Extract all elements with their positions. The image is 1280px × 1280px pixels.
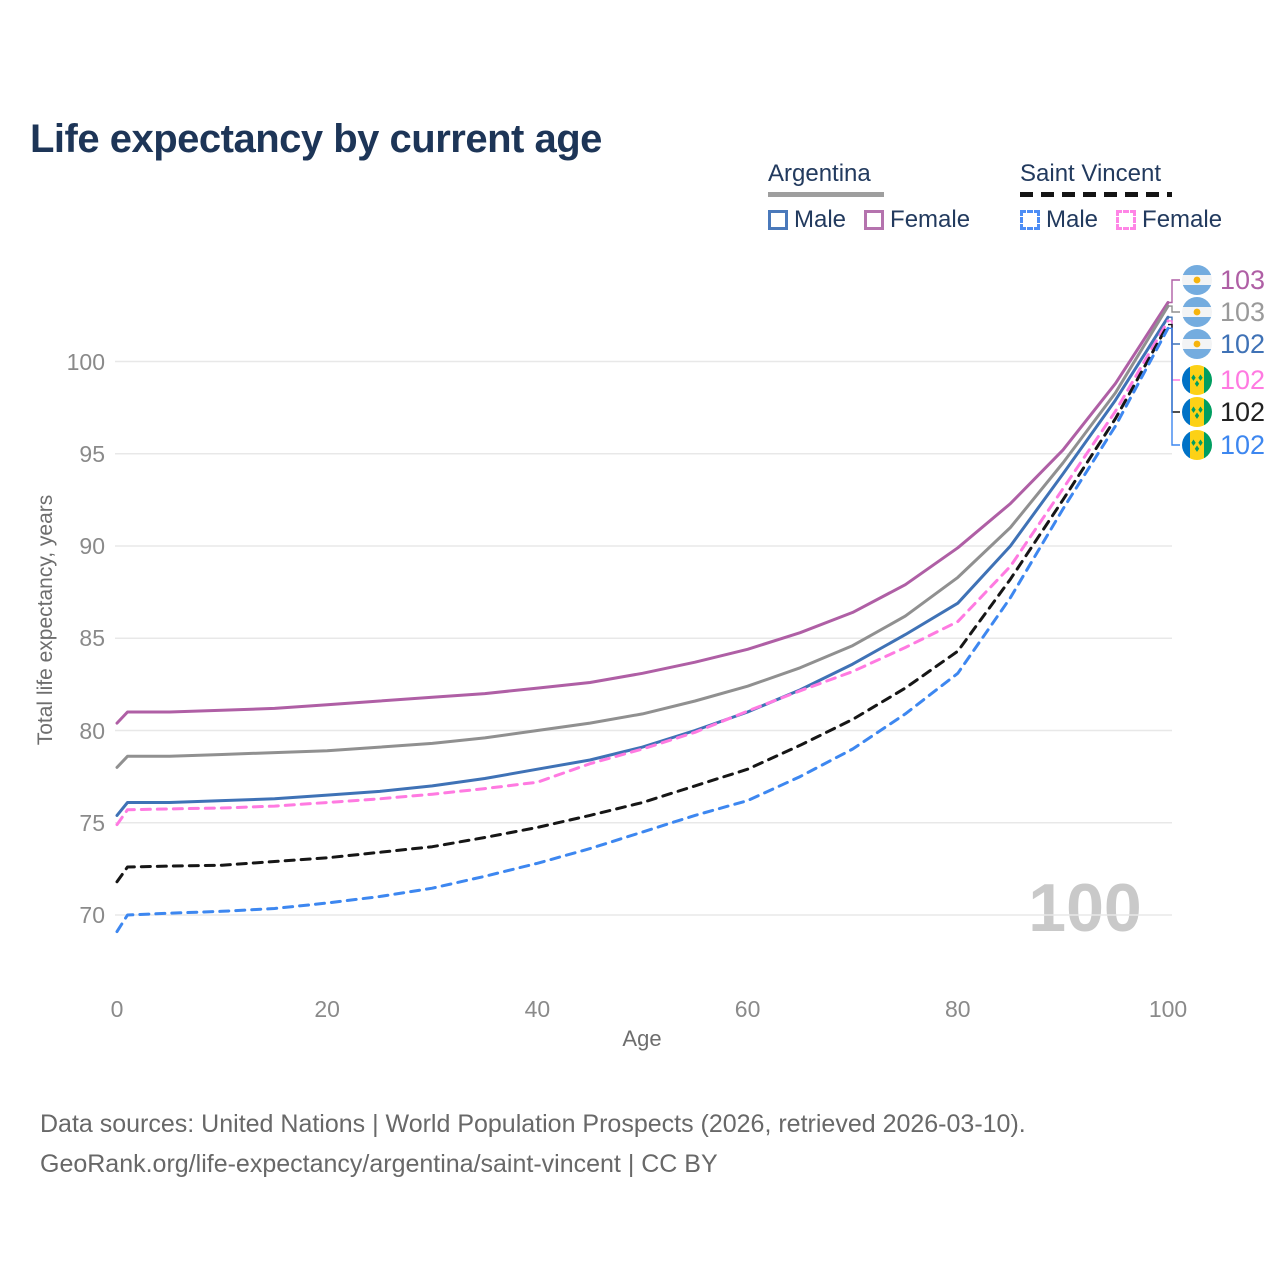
footer-data-sources: Data sources: United Nations | World Pop… [40, 1110, 1026, 1138]
y-tick-label: 75 [79, 809, 105, 836]
legend-item-argentina-male[interactable]: Male [768, 206, 846, 234]
series-end-label-saint-vincent-male: 102 [1182, 429, 1265, 461]
leader-line-saint-vincent-both [1168, 323, 1180, 413]
y-tick-label: 95 [79, 440, 105, 467]
x-axis-title: Age [622, 1026, 662, 1051]
x-tick-label: 80 [945, 996, 971, 1022]
x-tick-label: 100 [1148, 996, 1188, 1022]
y-tick-label: 85 [79, 625, 105, 652]
legend-item-saint-vincent-male[interactable]: Male [1020, 206, 1098, 234]
dashed-square-swatch-icon [1116, 210, 1137, 230]
argentina-flag-icon [1182, 265, 1212, 295]
y-tick-label: 90 [79, 533, 105, 559]
legend-group-title: Saint Vincent [1020, 160, 1161, 187]
end-value: 102 [1220, 396, 1266, 427]
saint-vincent-flag-icon [1182, 430, 1212, 460]
x-tick-label: 20 [314, 996, 340, 1022]
x-tick-label: 0 [110, 996, 124, 1022]
series-end-label-argentina-female: 103 [1182, 264, 1265, 296]
series-line-saint-vincent-female[interactable] [115, 319, 1170, 827]
legend-item-label: Male [1046, 206, 1099, 233]
leader-line-saint-vincent-male [1168, 327, 1180, 446]
legend-group-argentina: Argentina Male Female [768, 160, 970, 234]
leader-line-argentina-male [1168, 316, 1180, 345]
legend-group-title: Argentina [768, 160, 871, 187]
saint-vincent-flag-icon [1182, 397, 1212, 427]
end-value: 102 [1220, 429, 1266, 460]
end-value: 103 [1220, 264, 1266, 295]
watermark-age-100: 100 [1028, 870, 1142, 946]
series-end-label-argentina-male: 102 [1182, 328, 1265, 360]
y-tick-label: 100 [66, 348, 105, 375]
saint-vincent-flag-icon [1182, 365, 1212, 395]
legend-solid-line-sample [768, 192, 884, 197]
x-tick-label: 40 [524, 996, 551, 1022]
series-end-label-argentina-both: 103 [1182, 296, 1265, 328]
series-line-argentina-both[interactable] [115, 304, 1170, 769]
argentina-flag-icon [1182, 297, 1212, 327]
leader-line-saint-vincent-female [1168, 320, 1180, 381]
footer-attribution: GeoRank.org/life-expectancy/argentina/sa… [40, 1150, 718, 1178]
leader-line-argentina-both [1168, 305, 1180, 313]
leader-line-argentina-female [1168, 279, 1180, 304]
argentina-flag-icon [1182, 329, 1212, 359]
series-line-argentina-male[interactable] [115, 315, 1170, 817]
end-value: 102 [1220, 328, 1266, 359]
series-line-saint-vincent-both[interactable] [115, 323, 1170, 884]
solid-square-swatch-icon [768, 210, 788, 230]
legend-item-label: Female [1142, 206, 1223, 233]
legend-dashed-line-sample [1020, 192, 1172, 197]
legend-item-argentina-female[interactable]: Female [864, 206, 970, 234]
chart-title: Life expectancy by current age [30, 116, 602, 161]
footer: Data sources: United Nations | World Pop… [40, 1104, 1026, 1184]
end-value: 102 [1220, 364, 1266, 395]
legend-item-label: Female [890, 206, 971, 233]
series-end-label-saint-vincent-female: 102 [1182, 364, 1265, 396]
legend-item-label: Male [794, 206, 847, 233]
legend-item-saint-vincent-female[interactable]: Female [1116, 206, 1222, 234]
y-tick-label: 70 [79, 902, 105, 928]
y-axis-title: Total life expectancy, years [34, 494, 57, 746]
series-end-label-saint-vincent-both: 102 [1182, 396, 1265, 428]
series-line-argentina-female[interactable] [115, 301, 1170, 725]
legend-group-saint-vincent: Saint Vincent Male Female [1020, 160, 1222, 234]
x-tick-label: 60 [734, 996, 761, 1022]
end-value: 103 [1220, 296, 1266, 327]
dashed-square-swatch-icon [1020, 210, 1040, 230]
series-line-saint-vincent-male[interactable] [115, 326, 1170, 934]
solid-square-swatch-icon [864, 210, 885, 230]
y-tick-label: 80 [79, 717, 105, 744]
